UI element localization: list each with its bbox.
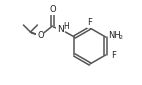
Text: H: H [63,22,69,31]
Text: F: F [111,52,116,61]
Text: F: F [88,18,92,27]
Text: O: O [37,32,44,40]
Text: O: O [49,6,56,15]
Text: N: N [57,26,63,35]
Text: 2: 2 [118,35,122,40]
Text: NH: NH [108,31,121,40]
